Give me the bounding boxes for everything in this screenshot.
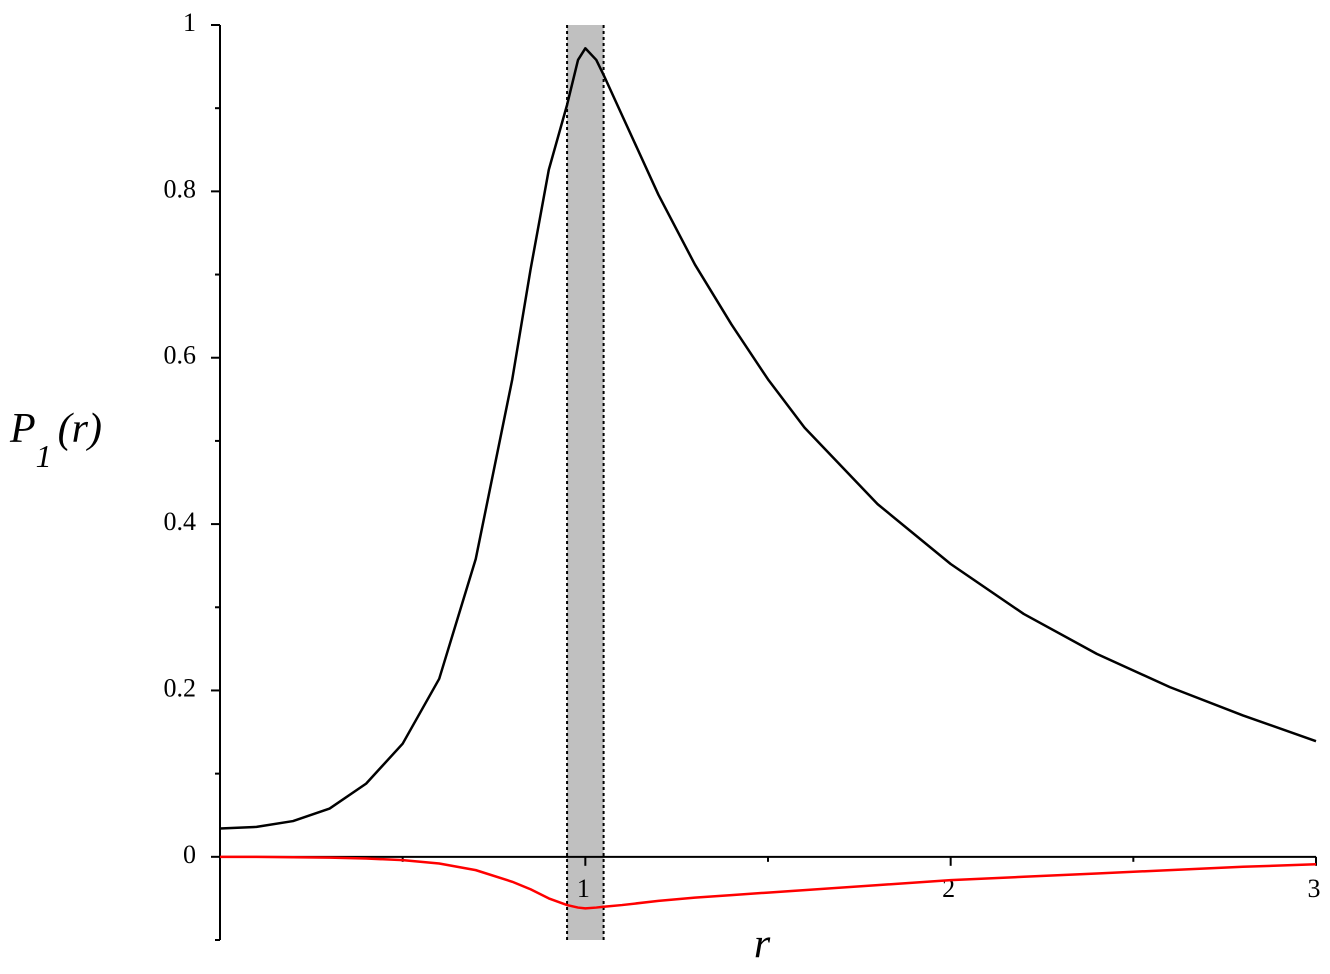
y-tick-label: 0: [183, 840, 196, 869]
curve: [219, 47, 1317, 830]
x-tick-label: 1: [577, 874, 590, 903]
curve: [220, 855, 1317, 910]
y-tick-label: 0.6: [164, 341, 197, 370]
y-tick-label: 0.2: [164, 673, 197, 702]
y-label-subscript: 1: [36, 438, 52, 474]
x-tick-label: 3: [1308, 874, 1321, 903]
x-axis-label: r: [754, 922, 771, 968]
y-axis-label: P1(r): [9, 406, 102, 475]
x-tick-label: 2: [942, 874, 955, 903]
y-tick-label: 0.4: [164, 507, 197, 536]
y-label-base: P: [9, 406, 36, 452]
y-label-suffix: (r): [58, 406, 102, 452]
y-tick-label: 1: [183, 8, 196, 37]
y-tick-label: 0.8: [164, 174, 197, 203]
band: [567, 25, 604, 940]
